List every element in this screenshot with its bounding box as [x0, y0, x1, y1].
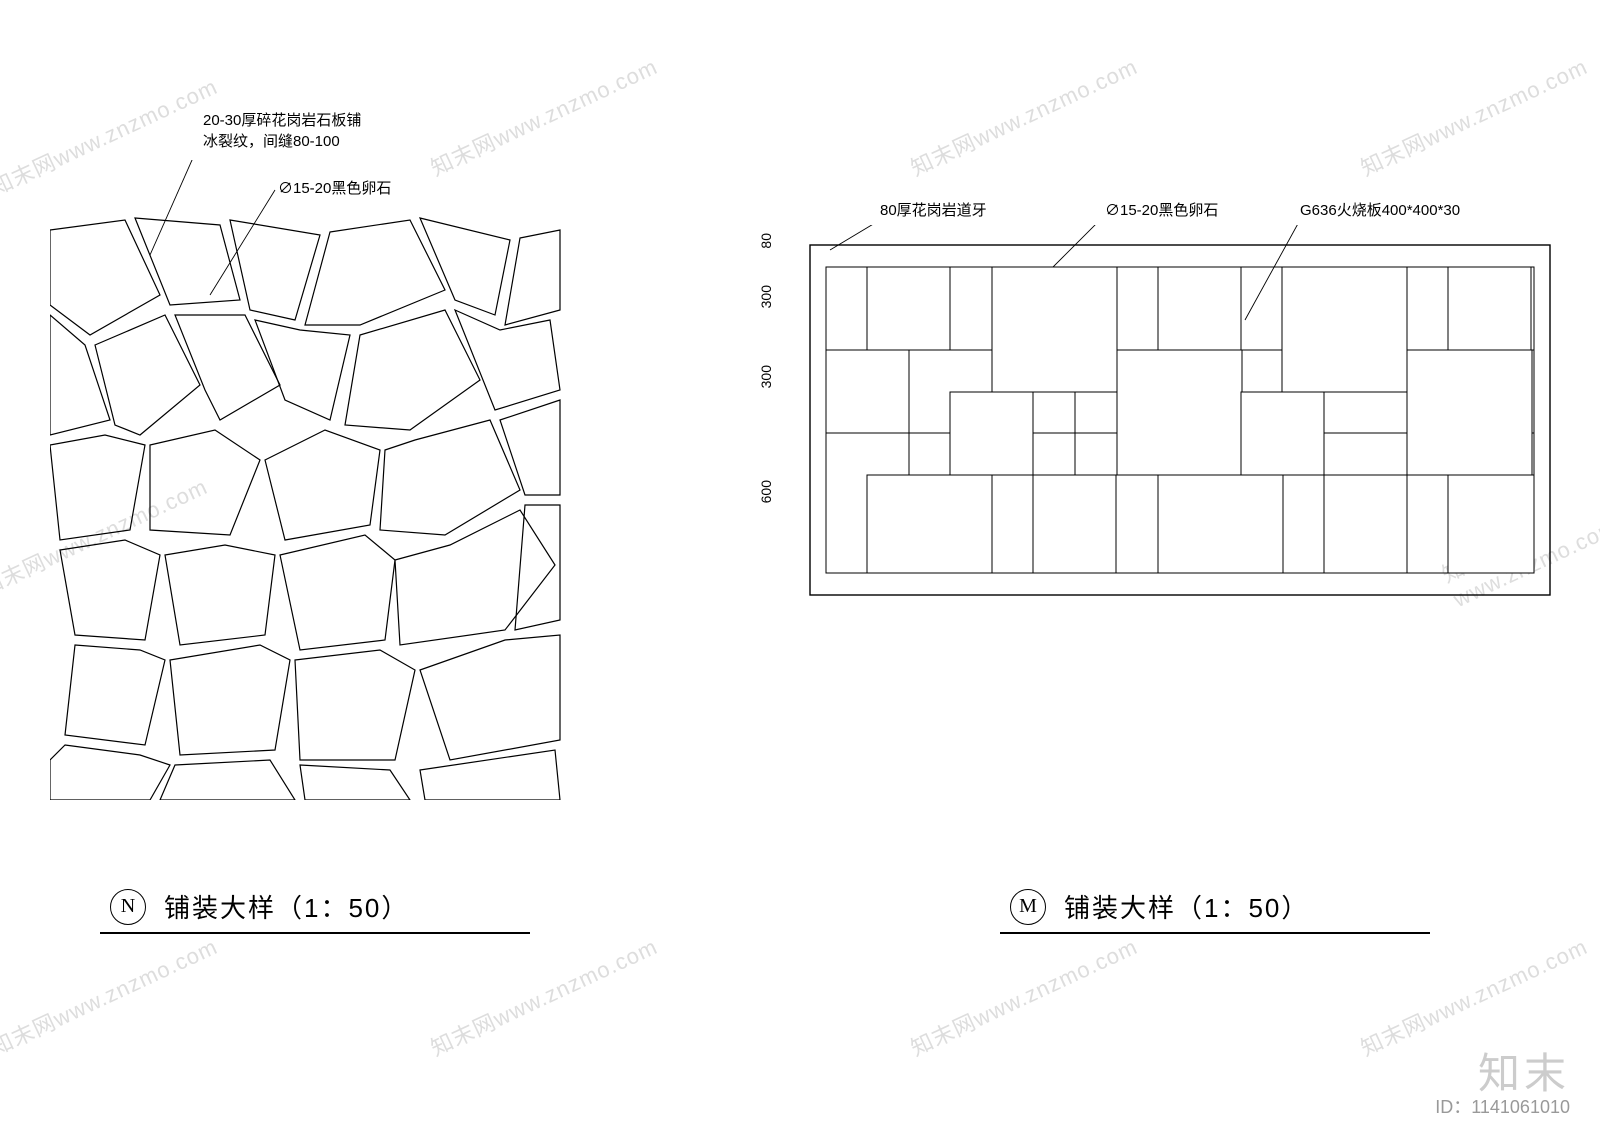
title-underline-right — [1000, 932, 1430, 934]
left-diagram: 20-30厚碎花岗岩石板铺 冰裂纹，间缝80-100 ∅15-20黑色卵石 — [50, 110, 750, 830]
title-text-left: 铺装大样（1：50） — [164, 888, 409, 925]
title-badge-n: N — [110, 889, 146, 925]
crazy-paving-svg — [50, 160, 590, 800]
brand-mark: 知末 — [1478, 1040, 1570, 1101]
dim-300: 300 — [758, 365, 774, 388]
dim-80: 80 — [758, 233, 774, 249]
watermark: 知末网www.znzmo.com — [905, 929, 1142, 1062]
slab-note-line2: 冰裂纹，间缝80-100 — [203, 133, 340, 150]
watermark: 知末网www.znzmo.com — [905, 49, 1142, 182]
right-diagram: 80厚花岗岩道牙 ∅15-20黑色卵石 G636火烧板400*400*30 60… — [800, 225, 1590, 745]
watermark: 知末网www.znzmo.com — [1355, 49, 1592, 182]
pebble-note-right: ∅15-20黑色卵石 — [1105, 200, 1218, 221]
kerb-note: 80厚花岗岩道牙 — [880, 200, 987, 221]
dim-300b: 300 — [758, 285, 774, 308]
title-right: M 铺装大样（1：50） — [1010, 888, 1309, 925]
watermark: 知末网www.znzmo.com — [425, 929, 662, 1062]
drawing-container: 知末网www.znzmo.com 知末网www.znzmo.com 知末网www… — [0, 0, 1600, 1131]
title-underline-left — [100, 932, 530, 934]
modular-paving-svg — [800, 225, 1590, 685]
dim-600: 600 — [758, 480, 774, 503]
slab-note-right: G636火烧板400*400*30 — [1300, 200, 1460, 221]
title-text-right: 铺装大样（1：50） — [1064, 888, 1309, 925]
title-left: N 铺装大样（1：50） — [110, 888, 409, 925]
slab-note-line1: 20-30厚碎花岗岩石板铺 — [203, 112, 361, 129]
watermark: 知末网www.znzmo.com — [0, 929, 222, 1062]
title-badge-m: M — [1010, 889, 1046, 925]
slab-note: 20-30厚碎花岗岩石板铺 冰裂纹，间缝80-100 — [203, 110, 361, 152]
resource-id: ID：1141061010 — [1435, 1093, 1570, 1119]
